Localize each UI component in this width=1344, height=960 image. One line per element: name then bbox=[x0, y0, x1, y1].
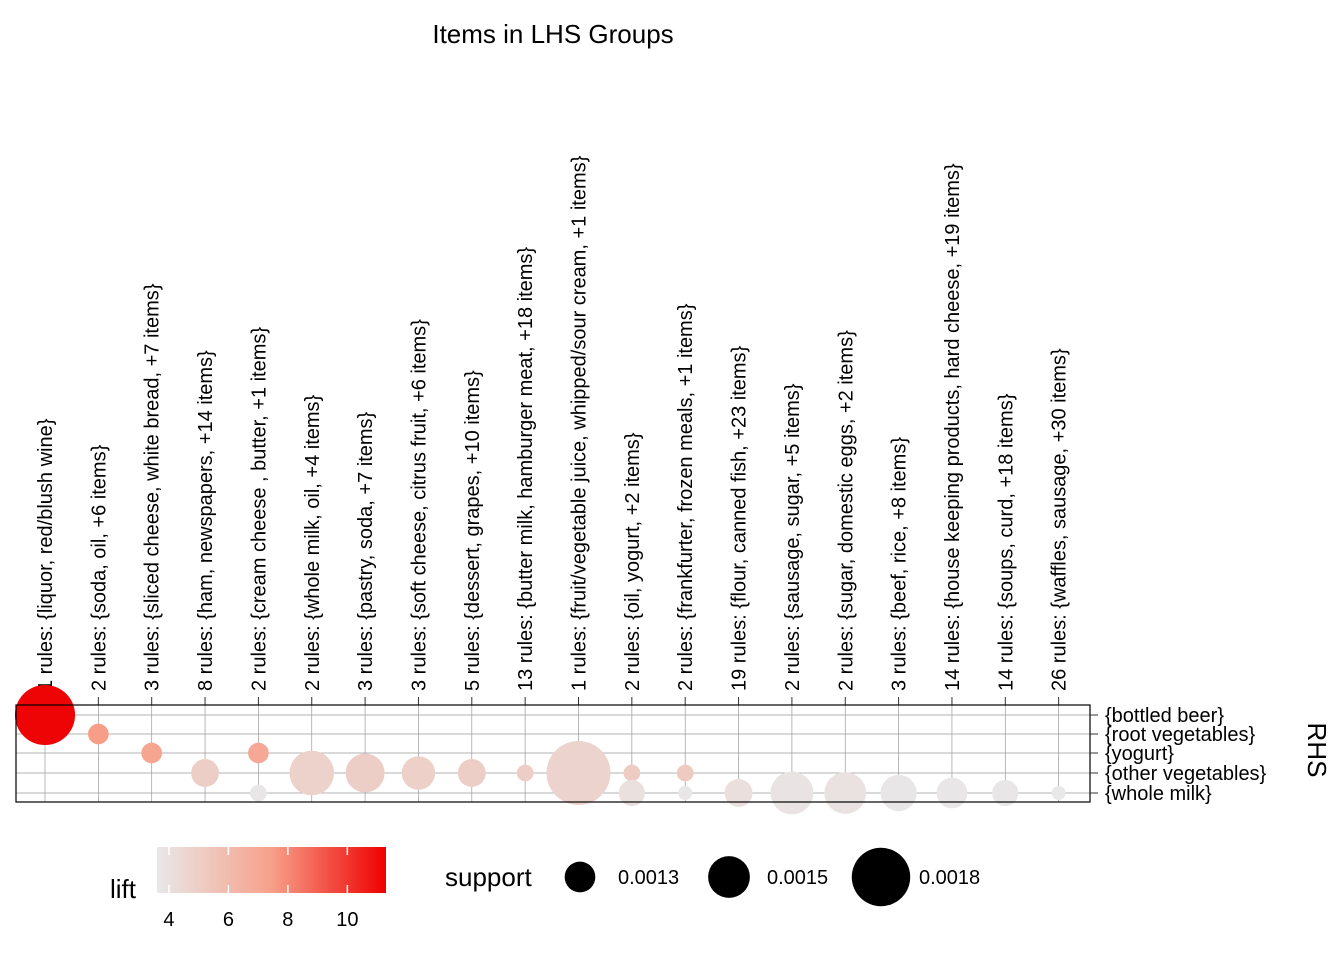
lhs-group-labels: 1 rules: {liquor, red/blush wine} 2 rules… bbox=[35, 155, 1071, 705]
rule-point bbox=[457, 759, 486, 787]
support-key-circle bbox=[564, 861, 596, 893]
lift-tick-label: 8 bbox=[282, 909, 293, 931]
lhs-group-label: 3 rules: {sliced cheese, white bread, +7… bbox=[142, 283, 164, 691]
rule-point bbox=[14, 684, 76, 746]
rule-point bbox=[992, 779, 1019, 807]
support-legend: support 0.0013 0.0015 0.0018 bbox=[445, 847, 980, 907]
rule-point bbox=[345, 753, 385, 793]
rhs-axis-title: RHS bbox=[1302, 723, 1332, 778]
rhs-label: {other vegetables} bbox=[1105, 763, 1267, 785]
rule-point bbox=[248, 742, 269, 764]
rhs-label: {yogurt} bbox=[1105, 743, 1174, 765]
lift-legend-title: lift bbox=[110, 874, 137, 904]
lhs-group-label: 14 rules: {soups, curd, +18 items} bbox=[995, 393, 1017, 691]
plot-area bbox=[14, 684, 1091, 815]
rhs-label: {bottled beer} bbox=[1105, 705, 1224, 727]
rule-point bbox=[724, 779, 753, 807]
lhs-group-label: 13 rules: {butter milk, hamburger meat, … bbox=[515, 247, 537, 691]
lhs-group-label: 3 rules: {beef, rice, +8 items} bbox=[889, 437, 911, 691]
lhs-group-label: 3 rules: {soft cheese, citrus fruit, +6 … bbox=[408, 319, 430, 691]
rule-point bbox=[936, 777, 968, 809]
rule-point bbox=[141, 742, 163, 764]
lhs-group-label: 2 rules: {sausage, sugar, +5 items} bbox=[782, 383, 804, 691]
rule-point bbox=[401, 756, 436, 790]
lhs-group-label: 14 rules: {house keeping products, hard … bbox=[942, 163, 964, 691]
lift-tick-label: 10 bbox=[336, 909, 358, 931]
lift-colorbar bbox=[157, 847, 386, 893]
rule-point bbox=[250, 784, 267, 802]
lhs-group-label: 2 rules: {oil, yogurt, +2 items} bbox=[622, 432, 644, 691]
lift-tick-label: 6 bbox=[223, 909, 234, 931]
lhs-group-label: 1 rules: {liquor, red/blush wine} bbox=[35, 418, 57, 691]
lhs-group-label: 2 rules: {cream cheese , butter, +1 item… bbox=[248, 327, 270, 691]
support-legend-title: support bbox=[445, 862, 532, 892]
rule-point bbox=[623, 764, 641, 782]
lift-legend-ticks: 4 6 8 10 bbox=[163, 847, 358, 931]
lhs-group-label: 26 rules: {waffles, sausage, +30 items} bbox=[1049, 348, 1071, 691]
lhs-group-label: 5 rules: {dessert, grapes, +10 items} bbox=[462, 370, 484, 691]
rule-point bbox=[546, 741, 611, 805]
rule-point bbox=[88, 723, 109, 745]
rule-point bbox=[516, 764, 534, 782]
lift-tick-label: 4 bbox=[163, 909, 174, 931]
rule-point bbox=[289, 750, 335, 796]
lhs-group-label: 1 rules: {fruit/vegetable juice, whipped… bbox=[569, 155, 591, 691]
rule-point bbox=[770, 771, 814, 815]
rule-point bbox=[824, 772, 867, 814]
lhs-group-label: 2 rules: {sugar, domestic eggs, +2 items… bbox=[835, 330, 857, 691]
support-key-label: 0.0015 bbox=[767, 867, 828, 889]
rhs-labels: {bottled beer}{root vegetables}{yogurt}{… bbox=[1090, 705, 1267, 805]
support-key-label: 0.0018 bbox=[919, 867, 980, 889]
support-key-circle bbox=[708, 856, 750, 898]
support-key-circle bbox=[851, 847, 911, 907]
rule-point bbox=[676, 764, 694, 782]
support-key-label: 0.0013 bbox=[618, 867, 679, 889]
data-points bbox=[14, 684, 1066, 815]
rule-point bbox=[880, 774, 917, 812]
rule-point bbox=[191, 759, 219, 787]
rhs-label: {whole milk} bbox=[1105, 783, 1212, 805]
lhs-group-label: 19 rules: {flour, canned fish, +23 items… bbox=[729, 345, 751, 691]
rule-point bbox=[618, 779, 645, 807]
rule-point bbox=[678, 786, 693, 800]
lhs-group-label: 3 rules: {pastry, soda, +7 items} bbox=[355, 411, 377, 691]
chart-title: Items in LHS Groups bbox=[432, 19, 673, 49]
lift-legend: lift 4 6 8 10 bbox=[110, 847, 386, 931]
lhs-group-label: 8 rules: {ham, newspapers, +14 items} bbox=[195, 350, 217, 691]
rhs-label: {root vegetables} bbox=[1105, 724, 1255, 746]
rule-point bbox=[1051, 786, 1066, 800]
lhs-group-label: 2 rules: {soda, oil, +6 items} bbox=[88, 444, 110, 691]
lhs-group-label: 2 rules: {whole milk, oil, +4 items} bbox=[302, 394, 324, 691]
lhs-group-label: 2 rules: {frankfurter, frozen meals, +1 … bbox=[675, 303, 697, 691]
